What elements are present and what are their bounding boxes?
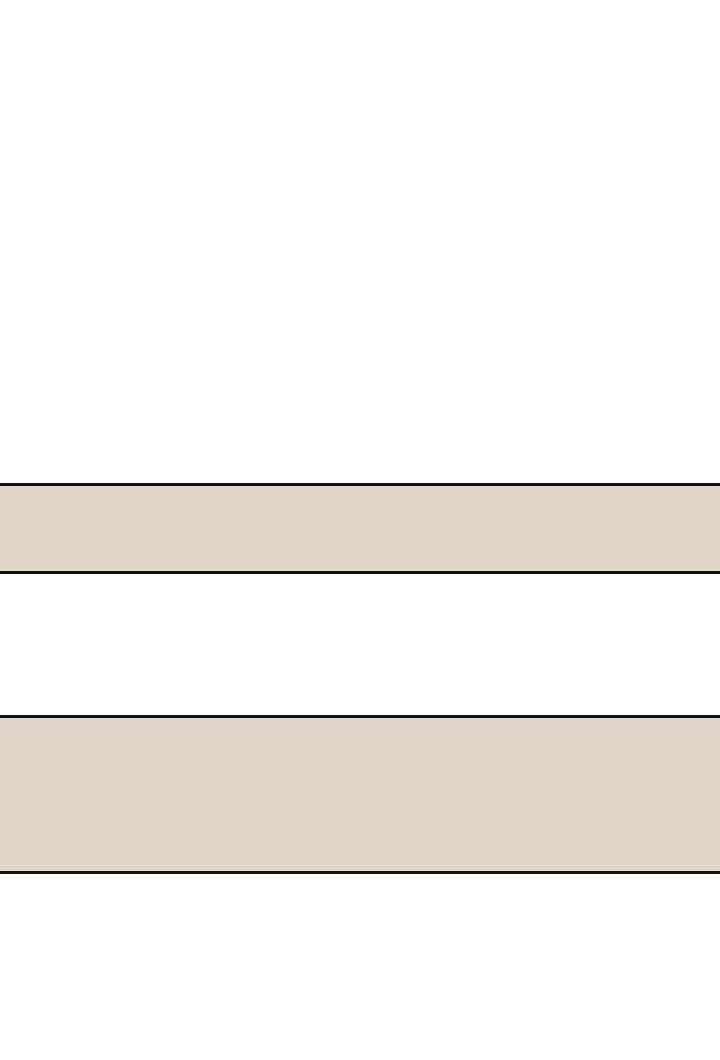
panel-band bbox=[0, 483, 720, 574]
panel-band bbox=[0, 715, 720, 874]
